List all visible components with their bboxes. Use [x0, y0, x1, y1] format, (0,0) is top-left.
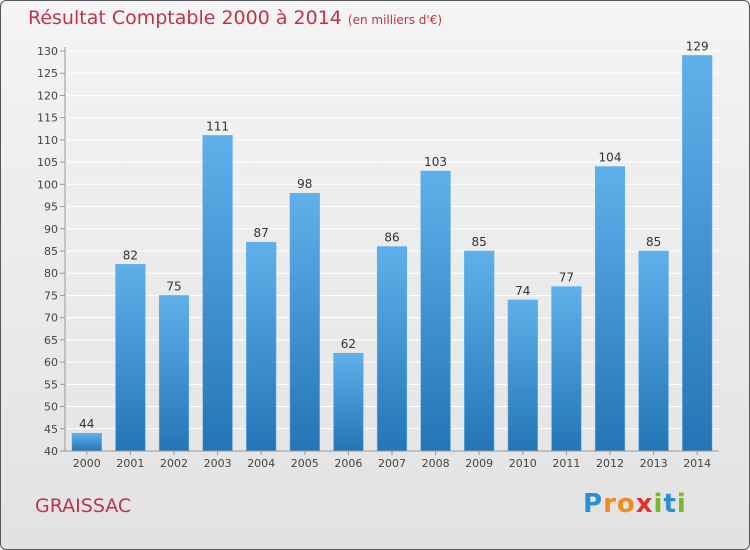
data-label-2004: 87: [254, 226, 269, 240]
y-tick-label: 95: [44, 201, 58, 214]
bar-2006: [333, 352, 364, 452]
y-tick-label: 120: [37, 89, 58, 102]
logo-letter: P: [583, 489, 604, 519]
x-tick-label-2006: 2006: [334, 457, 362, 470]
bar-layer: 44 82 75 111 87 98 62 86 103 85 74 77 104 85 129: [71, 39, 713, 452]
data-label-2002: 75: [166, 279, 181, 293]
x-tick-label-2002: 2002: [160, 457, 188, 470]
data-label-2012: 104: [599, 151, 622, 165]
x-tick-label-2000: 2000: [73, 457, 101, 470]
bar-2008: [420, 170, 451, 452]
data-label-2010: 74: [515, 284, 530, 298]
y-tick-label: 80: [44, 267, 58, 280]
bar-2007: [376, 246, 408, 452]
y-tick-label: 40: [44, 445, 58, 458]
y-tick-label: 85: [44, 245, 58, 258]
y-tick-label: 70: [44, 312, 58, 325]
data-label-2008: 103: [424, 155, 447, 169]
logo-letter: x: [635, 489, 654, 519]
bar-2009: [464, 250, 495, 452]
y-tick-label: 65: [44, 334, 58, 347]
y-tick-label: 130: [37, 45, 58, 58]
y-tick-label: 75: [44, 289, 58, 302]
bar-2013: [638, 250, 669, 452]
x-tick-label-2011: 2011: [552, 457, 580, 470]
commune-name: GRAISSAC: [35, 495, 132, 517]
logo-letter: i: [653, 489, 664, 519]
y-tick-label: 110: [37, 134, 58, 147]
y-tick-label: 60: [44, 356, 58, 369]
logo-letter: t: [663, 489, 677, 519]
x-tick-label-2014: 2014: [683, 457, 711, 470]
data-label-2006: 62: [341, 337, 356, 351]
data-label-2014: 129: [686, 39, 709, 53]
data-label-2000: 44: [79, 417, 94, 431]
bar-2003: [202, 135, 233, 452]
x-tick-label-2007: 2007: [378, 457, 406, 470]
data-label-2013: 85: [646, 235, 661, 249]
y-tick-label: 50: [44, 401, 58, 414]
y-tick-label: 125: [37, 67, 58, 80]
data-label-2009: 85: [472, 235, 487, 249]
bar-2014: [682, 55, 713, 452]
data-label-2005: 98: [297, 177, 312, 191]
bar-2010: [507, 299, 538, 452]
x-tick-label-2003: 2003: [204, 457, 232, 470]
bar-2012: [594, 166, 626, 452]
chart-title-text: Résultat Comptable 2000 à 2014: [28, 7, 342, 29]
logo-letter: o: [616, 489, 636, 519]
x-tick-label-2005: 2005: [291, 457, 319, 470]
data-label-2011: 77: [559, 271, 574, 285]
bar-2000: [71, 432, 102, 452]
bar-chart: 44 82 75 111 87 98 62 86 103 85 74 77 104 85 129 40 45 5…: [37, 39, 719, 470]
x-tick-label-2009: 2009: [465, 457, 493, 470]
bar-2001: [115, 264, 146, 452]
y-tick-label: 115: [37, 112, 58, 125]
bar-2005: [289, 192, 320, 452]
y-tick-label: 90: [44, 223, 58, 236]
proxiti-logo: Proxiti: [583, 489, 687, 519]
logo-letter: r: [603, 489, 617, 519]
x-tick-label-2008: 2008: [422, 457, 450, 470]
x-tick-label-2012: 2012: [596, 457, 624, 470]
data-label-2001: 82: [123, 248, 138, 262]
y-tick-label: 55: [44, 378, 58, 391]
bar-2004: [246, 241, 277, 452]
chart-title: Résultat Comptable 2000 à 2014 (en millie…: [28, 7, 442, 29]
bar-2011: [551, 286, 582, 452]
x-tick-label-2004: 2004: [247, 457, 275, 470]
data-label-2003: 111: [206, 119, 229, 133]
y-tick-label: 45: [44, 423, 58, 436]
y-tick-label: 105: [37, 156, 58, 169]
bar-2002: [158, 295, 190, 452]
data-label-2007: 86: [384, 231, 399, 245]
x-tick-label-2010: 2010: [509, 457, 537, 470]
chart-subtitle: (en milliers d'€): [347, 13, 443, 27]
x-tick-label-2001: 2001: [116, 457, 144, 470]
logo-letter: i: [676, 489, 687, 519]
y-tick-label: 100: [37, 178, 58, 191]
axis-layer: 40 45 50 55 60 65 70 75 80 85 90 95 100 105 110 115 120 1…: [37, 45, 719, 470]
x-tick-label-2013: 2013: [640, 457, 668, 470]
